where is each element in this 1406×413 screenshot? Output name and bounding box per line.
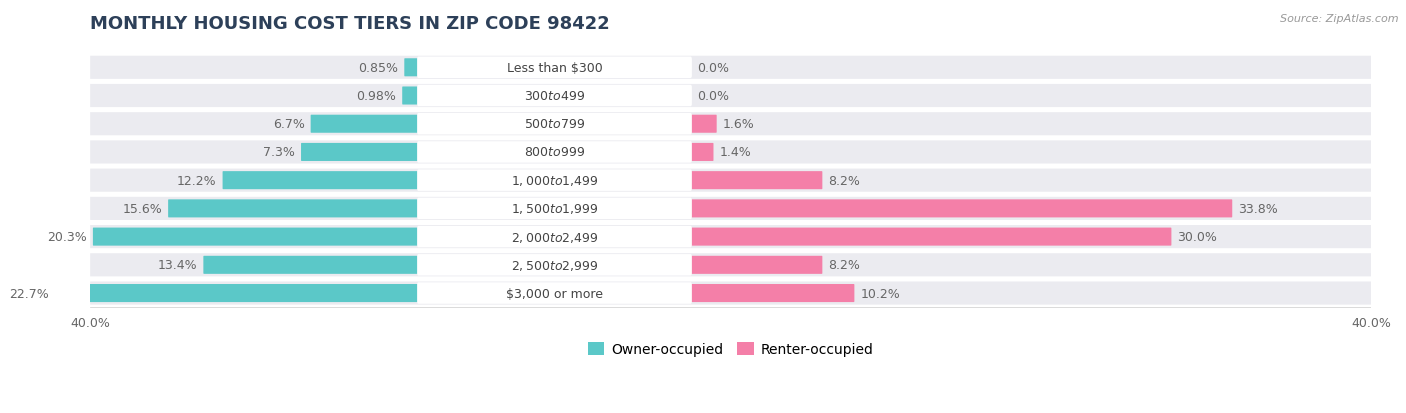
FancyBboxPatch shape xyxy=(418,226,692,248)
FancyBboxPatch shape xyxy=(405,59,419,77)
Text: 8.2%: 8.2% xyxy=(828,174,860,187)
FancyBboxPatch shape xyxy=(690,144,713,161)
Text: 20.3%: 20.3% xyxy=(48,230,87,244)
FancyBboxPatch shape xyxy=(690,228,1171,246)
Text: $2,000 to $2,499: $2,000 to $2,499 xyxy=(510,230,599,244)
Text: $300 to $499: $300 to $499 xyxy=(524,90,585,103)
FancyBboxPatch shape xyxy=(90,254,1371,277)
Text: 8.2%: 8.2% xyxy=(828,259,860,272)
Text: 7.3%: 7.3% xyxy=(263,146,295,159)
FancyBboxPatch shape xyxy=(418,57,692,79)
Text: 0.0%: 0.0% xyxy=(697,62,728,75)
FancyBboxPatch shape xyxy=(90,197,1371,221)
FancyBboxPatch shape xyxy=(93,228,419,246)
FancyBboxPatch shape xyxy=(418,198,692,220)
FancyBboxPatch shape xyxy=(690,115,717,133)
FancyBboxPatch shape xyxy=(690,172,823,190)
Text: $2,500 to $2,999: $2,500 to $2,999 xyxy=(510,258,599,272)
Text: Source: ZipAtlas.com: Source: ZipAtlas.com xyxy=(1281,14,1399,24)
FancyBboxPatch shape xyxy=(690,256,823,274)
FancyBboxPatch shape xyxy=(90,85,1371,108)
FancyBboxPatch shape xyxy=(690,284,855,302)
FancyBboxPatch shape xyxy=(690,200,1232,218)
FancyBboxPatch shape xyxy=(418,142,692,163)
FancyBboxPatch shape xyxy=(418,282,692,304)
Text: 0.0%: 0.0% xyxy=(697,90,728,103)
Text: 12.2%: 12.2% xyxy=(177,174,217,187)
Text: 0.98%: 0.98% xyxy=(357,90,396,103)
FancyBboxPatch shape xyxy=(90,225,1371,249)
FancyBboxPatch shape xyxy=(402,87,419,105)
Text: 15.6%: 15.6% xyxy=(122,202,162,215)
FancyBboxPatch shape xyxy=(90,113,1371,136)
Text: 0.85%: 0.85% xyxy=(359,62,398,75)
Text: 1.4%: 1.4% xyxy=(720,146,751,159)
Text: $500 to $799: $500 to $799 xyxy=(524,118,585,131)
FancyBboxPatch shape xyxy=(55,284,419,302)
Text: 6.7%: 6.7% xyxy=(273,118,305,131)
Legend: Owner-occupied, Renter-occupied: Owner-occupied, Renter-occupied xyxy=(582,337,879,362)
FancyBboxPatch shape xyxy=(90,169,1371,192)
Text: Less than $300: Less than $300 xyxy=(506,62,602,75)
FancyBboxPatch shape xyxy=(90,57,1371,80)
FancyBboxPatch shape xyxy=(301,144,419,161)
Text: $3,000 or more: $3,000 or more xyxy=(506,287,603,300)
FancyBboxPatch shape xyxy=(418,114,692,135)
FancyBboxPatch shape xyxy=(90,141,1371,164)
Text: $800 to $999: $800 to $999 xyxy=(524,146,585,159)
FancyBboxPatch shape xyxy=(418,170,692,191)
Text: 33.8%: 33.8% xyxy=(1239,202,1278,215)
Text: $1,500 to $1,999: $1,500 to $1,999 xyxy=(510,202,599,216)
Text: 30.0%: 30.0% xyxy=(1177,230,1218,244)
Text: $1,000 to $1,499: $1,000 to $1,499 xyxy=(510,174,599,188)
FancyBboxPatch shape xyxy=(169,200,419,218)
FancyBboxPatch shape xyxy=(90,282,1371,305)
Text: MONTHLY HOUSING COST TIERS IN ZIP CODE 98422: MONTHLY HOUSING COST TIERS IN ZIP CODE 9… xyxy=(90,15,610,33)
FancyBboxPatch shape xyxy=(311,115,419,133)
Text: 13.4%: 13.4% xyxy=(157,259,197,272)
Text: 22.7%: 22.7% xyxy=(8,287,49,300)
FancyBboxPatch shape xyxy=(204,256,419,274)
Text: 1.6%: 1.6% xyxy=(723,118,755,131)
FancyBboxPatch shape xyxy=(418,254,692,276)
Text: 10.2%: 10.2% xyxy=(860,287,900,300)
FancyBboxPatch shape xyxy=(418,85,692,107)
FancyBboxPatch shape xyxy=(222,172,419,190)
